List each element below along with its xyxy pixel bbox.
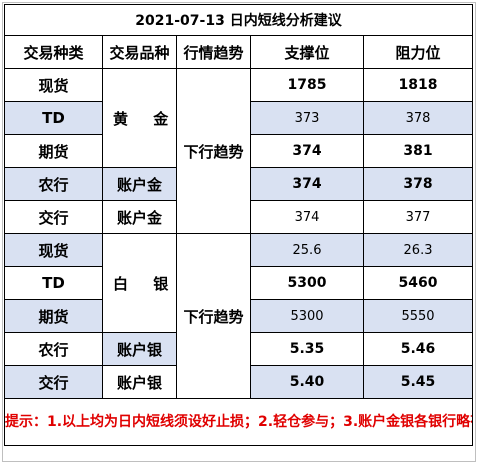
resistance-cell: 1818 <box>362 68 474 102</box>
trade-type-cell: 农行 <box>4 167 103 201</box>
header-trend: 行情趋势 <box>176 35 251 69</box>
table-row: 现货 黄 金 下行趋势 1785 1818 <box>4 68 474 234</box>
trade-type-cell: 现货 <box>4 68 103 102</box>
table-row: 现货 白 银 下行趋势 25.6 26.3 <box>4 233 474 399</box>
trade-type-cell: 农行 <box>4 332 103 366</box>
resistance-cell: 26.3 <box>362 233 474 267</box>
resistance-cell: 378 <box>362 167 474 201</box>
resistance-cell: 5460 <box>362 266 474 300</box>
support-cell: 5300 <box>250 299 364 333</box>
table-row: 期货 374 381 <box>4 134 474 168</box>
trend-gold-cell: 下行趋势 <box>176 68 251 234</box>
table-row: 农行 账户银 5.35 5.46 <box>4 332 474 366</box>
table-row: 期货 5300 5550 <box>4 299 474 333</box>
resistance-cell: 378 <box>362 101 474 135</box>
header-resistance: 阻力位 <box>362 35 474 69</box>
table-row: 交行 账户金 374 377 <box>4 200 474 234</box>
product-cell: 账户银 <box>102 332 177 366</box>
resistance-cell: 377 <box>362 200 474 234</box>
support-cell: 373 <box>250 101 364 135</box>
header-support: 支撑位 <box>250 35 364 69</box>
table-title: 2021-07-13 日内短线分析建议 <box>3 4 474 36</box>
table-row: TD 5300 5460 <box>4 266 474 300</box>
trade-type-cell: TD <box>4 266 103 300</box>
product-cell: 账户金 <box>102 200 177 234</box>
resistance-cell: 5550 <box>362 299 474 333</box>
table-row: TD 373 378 <box>4 101 474 135</box>
support-cell: 5.35 <box>250 332 364 366</box>
table-row: 农行 账户金 374 378 <box>4 167 474 201</box>
header-trade-type: 交易种类 <box>4 35 103 69</box>
header-product: 交易品种 <box>102 35 177 69</box>
trade-type-cell: 交行 <box>4 365 103 399</box>
metal-gold-cell: 黄 金 <box>102 68 177 168</box>
analysis-table: 2021-07-13 日内短线分析建议 交易种类 交易品种 行情趋势 支撑位 阻… <box>3 4 474 446</box>
trade-type-cell: 现货 <box>4 233 103 267</box>
support-cell: 374 <box>250 134 364 168</box>
support-cell: 5.40 <box>250 365 364 399</box>
trade-type-cell: 期货 <box>4 299 103 333</box>
support-cell: 1785 <box>250 68 364 102</box>
product-cell: 账户金 <box>102 167 177 201</box>
trade-type-cell: TD <box>4 101 103 135</box>
trade-type-cell: 交行 <box>4 200 103 234</box>
metal-silver-cell: 白 银 <box>102 233 177 333</box>
resistance-cell: 381 <box>362 134 474 168</box>
support-cell: 374 <box>250 167 364 201</box>
resistance-cell: 5.46 <box>362 332 474 366</box>
support-cell: 374 <box>250 200 364 234</box>
support-cell: 25.6 <box>250 233 364 267</box>
product-cell: 账户银 <box>102 365 177 399</box>
support-cell: 5300 <box>250 266 364 300</box>
resistance-cell: 5.45 <box>362 365 474 399</box>
trade-type-cell: 期货 <box>4 134 103 168</box>
trend-silver-cell: 下行趋势 <box>176 233 251 399</box>
note-text: 提示：1.以上均为日内短线须设好止损；2.轻仓参与；3.账户金银各银行略有差异影… <box>3 398 474 446</box>
